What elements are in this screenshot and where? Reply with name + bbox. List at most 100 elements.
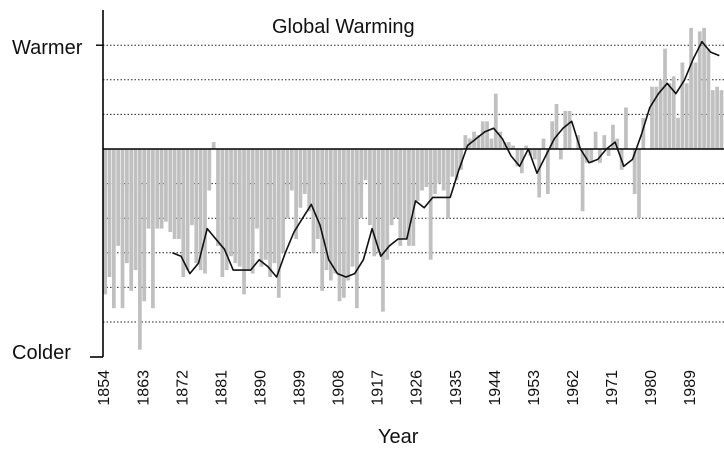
data-bar [207, 149, 212, 191]
data-bar [667, 83, 672, 149]
x-tick-label: 1863 [135, 370, 152, 406]
data-bar [181, 149, 186, 278]
data-bar [194, 149, 199, 264]
data-bar [706, 48, 711, 149]
data-bar [654, 86, 659, 149]
data-bar [298, 149, 303, 208]
data-bar [394, 149, 398, 219]
data-bar [511, 145, 515, 149]
data-bar [559, 149, 563, 160]
data-bar [211, 142, 216, 149]
data-bar [415, 149, 420, 201]
data-bar [446, 149, 450, 219]
data-bar [506, 142, 511, 149]
smoothed-line-series [172, 40, 720, 278]
x-tick-label: 1944 [487, 370, 504, 406]
data-bar [498, 131, 502, 149]
data-bar [272, 149, 277, 264]
data-bar [437, 149, 442, 184]
data-bar [146, 149, 151, 229]
data-bar [528, 149, 533, 156]
data-bar [250, 149, 255, 274]
data-bar [450, 149, 455, 177]
data-bar [702, 27, 706, 149]
data-bar [311, 149, 316, 253]
data-bar [719, 90, 724, 149]
data-bar [515, 149, 520, 167]
x-tick-label: 1935 [448, 370, 465, 406]
x-tick-label: 1908 [331, 370, 348, 406]
x-tick-label: 1899 [292, 370, 309, 406]
x-axis-label: Year [378, 426, 419, 448]
data-bar [710, 90, 715, 149]
data-bar [433, 149, 437, 194]
bar-series [103, 27, 724, 350]
data-bar [350, 149, 355, 267]
data-bar [454, 149, 459, 181]
x-tick-label: 1962 [565, 370, 582, 406]
data-bar [545, 149, 550, 194]
data-bar [246, 149, 251, 271]
data-bar [376, 149, 381, 253]
data-bar [116, 149, 121, 246]
data-bar [567, 110, 572, 149]
data-bar [459, 149, 463, 170]
data-bar [185, 149, 190, 271]
data-bar [537, 149, 542, 198]
data-bar [324, 149, 329, 271]
data-bar [463, 135, 468, 149]
data-bar [255, 149, 259, 229]
data-bar [680, 62, 685, 149]
data-bar [606, 149, 611, 156]
data-bar [589, 149, 594, 163]
x-tick-label: 1980 [643, 370, 660, 406]
data-bar [502, 142, 507, 149]
data-bar [268, 149, 272, 278]
data-bar [120, 149, 125, 309]
data-bar [307, 149, 312, 212]
x-tick-label: 1872 [174, 370, 191, 406]
data-bar [524, 145, 529, 149]
data-bar [615, 138, 620, 149]
data-bar [216, 149, 220, 246]
data-bar [237, 149, 242, 267]
data-bar [263, 149, 268, 260]
data-bar [190, 149, 194, 226]
data-bar [159, 149, 164, 229]
data-bar [168, 149, 173, 233]
data-bar [480, 121, 485, 149]
chart-title: Global Warming [272, 16, 415, 38]
data-bar [550, 121, 555, 149]
x-tick-label: 1989 [682, 370, 699, 406]
data-bar [663, 48, 667, 149]
data-bar [658, 79, 663, 149]
data-bar [381, 149, 385, 312]
trend-line [172, 40, 720, 278]
data-bar [398, 149, 403, 246]
x-tick-label: 1926 [409, 370, 426, 406]
data-bar [428, 149, 433, 260]
data-bar [276, 149, 281, 298]
data-bar [689, 27, 693, 149]
data-bar [485, 121, 489, 149]
data-bar [294, 149, 298, 239]
data-bar [637, 149, 641, 219]
data-bar [129, 149, 134, 291]
data-bar [385, 149, 390, 260]
data-bar [342, 149, 346, 298]
data-bar [285, 149, 290, 219]
data-bar [389, 149, 394, 226]
data-bar [411, 149, 416, 246]
data-bar [320, 149, 325, 291]
data-bar [641, 117, 646, 149]
data-bar [164, 149, 168, 222]
data-bar [611, 124, 615, 149]
data-bar [697, 31, 702, 149]
x-tick-label: 1971 [604, 370, 621, 406]
data-bar [650, 86, 654, 149]
x-tick-label: 1881 [213, 370, 230, 406]
y-label-warmer: Warmer [12, 37, 83, 59]
x-tick-labels: 1854 1863 1872 1881 1890 1899 1908 1917 1926 1935… [96, 370, 699, 406]
data-bar [111, 149, 116, 309]
x-tick-label: 1953 [526, 370, 543, 406]
